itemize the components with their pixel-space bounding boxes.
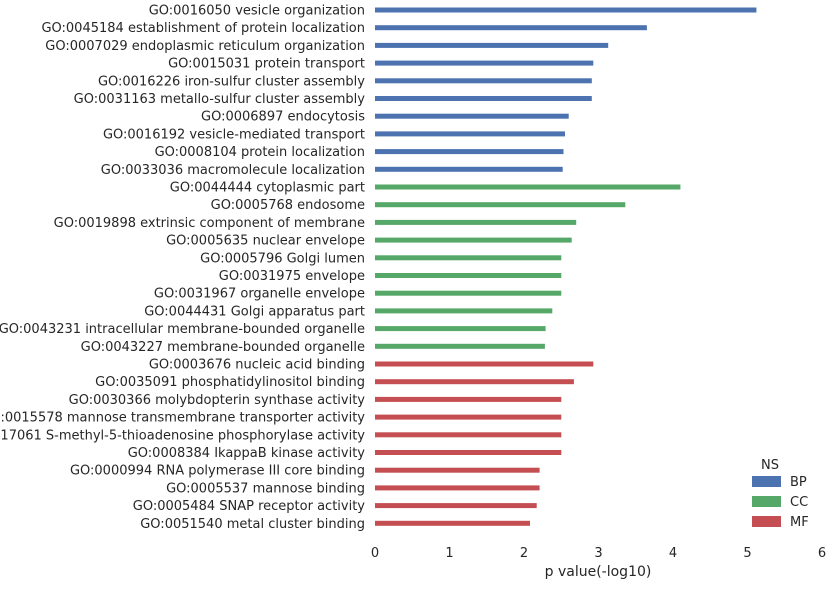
bar-cc	[375, 326, 546, 332]
category-label: GO:0044431 Golgi apparatus part	[144, 304, 365, 319]
bar-bp	[375, 113, 569, 119]
bar-bp	[375, 78, 592, 84]
bar-cc	[375, 202, 626, 208]
category-label: GO:0016226 iron-sulfur cluster assembly	[98, 74, 365, 89]
legend: NS BP CC MF	[752, 458, 809, 530]
bar-mf	[375, 520, 530, 526]
legend-title: NS	[761, 458, 779, 473]
bar-mf	[375, 396, 562, 402]
category-label: GO:0016192 vesicle-mediated transport	[103, 127, 365, 142]
category-label: GO:0005537 mannose binding	[166, 481, 365, 496]
category-label: GO:0033036 macromolecule localization	[101, 163, 365, 178]
category-label: GO:0035091 phosphatidylinositol binding	[95, 375, 365, 390]
category-labels: GO:0016050 vesicle organization GO:004518…	[0, 4, 365, 532]
bar-bp	[375, 60, 594, 66]
bar-bp	[375, 166, 563, 172]
bar-cc	[375, 184, 681, 190]
bar-bp	[375, 42, 609, 48]
category-label: GO:0045184 establishment of protein loca…	[41, 21, 365, 36]
category-label: GO:0003676 nucleic acid binding	[149, 358, 365, 373]
bar-mf	[375, 414, 562, 420]
bar-mf	[375, 503, 537, 509]
bar-bp	[375, 149, 564, 155]
category-label: GO:0043227 membrane-bounded organelle	[81, 340, 365, 355]
category-label: GO:0015578 mannose transmembrane transpo…	[0, 411, 365, 426]
bar-cc	[375, 308, 553, 314]
bar-bp	[375, 7, 757, 13]
x-tick-label: 1	[445, 546, 453, 561]
x-tick-label: 6	[818, 546, 826, 561]
bars-layer	[375, 7, 757, 526]
legend-label-bp: BP	[790, 475, 807, 490]
bar-bp	[375, 25, 647, 31]
bar-cc	[375, 290, 562, 296]
bar-mf	[375, 379, 574, 385]
category-label: GO:0031163 metallo-sulfur cluster assemb…	[74, 92, 366, 107]
x-tick-label: 0	[371, 546, 379, 561]
category-label: GO:0000994 RNA polymerase III core bindi…	[70, 464, 365, 479]
bar-mf	[375, 361, 594, 367]
category-label: GO:0006897 endocytosis	[201, 110, 365, 125]
x-tick-label: 3	[594, 546, 602, 561]
bar-bp	[375, 96, 592, 101]
category-label: GO:0051540 metal cluster binding	[140, 517, 365, 532]
x-tick-label: 2	[520, 546, 528, 561]
category-label: GO:0031967 organelle envelope	[154, 287, 365, 302]
category-label: GO:0030366 molybdopterin synthase activi…	[69, 393, 366, 408]
legend-swatch-cc	[752, 496, 781, 507]
x-axis-label: p value(-log10)	[545, 564, 652, 580]
x-axis-ticks: 0 1 2 3 4 5 6	[371, 546, 826, 561]
bar-cc	[375, 237, 572, 243]
category-label: GO:0044444 cytoplasmic part	[170, 181, 365, 196]
legend-label-mf: MF	[790, 515, 809, 530]
bar-cc	[375, 343, 545, 349]
bar-mf	[375, 467, 540, 473]
bar-cc	[375, 219, 577, 225]
legend-swatch-mf	[752, 516, 781, 527]
bar-cc	[375, 273, 562, 278]
category-label: GO:0008104 protein localization	[155, 145, 365, 160]
category-label: GO:0005796 Golgi lumen	[200, 251, 365, 266]
category-label: GO:0043231 intracellular membrane-bounde…	[0, 322, 365, 337]
category-label: GO:0017061 S-methyl-5-thioadenosine phos…	[0, 428, 365, 443]
legend-label-cc: CC	[790, 495, 808, 510]
category-label: GO:0005768 endosome	[211, 198, 365, 213]
x-tick-label: 4	[669, 546, 677, 561]
bar-cc	[375, 255, 562, 261]
category-label: GO:0005484 SNAP receptor activity	[133, 499, 366, 514]
category-label: GO:0031975 envelope	[219, 269, 365, 284]
category-label: GO:0016050 vesicle organization	[149, 4, 365, 19]
bar-mf	[375, 450, 562, 455]
category-label: GO:0007029 endoplasmic reticulum organiz…	[45, 39, 365, 54]
x-tick-label: 5	[743, 546, 751, 561]
bar-mf	[375, 432, 562, 438]
bar-mf	[375, 485, 540, 491]
category-label: GO:0008384 IkappaB kinase activity	[128, 446, 366, 461]
category-label: GO:0005635 nuclear envelope	[166, 234, 365, 249]
bar-bp	[375, 131, 565, 137]
category-label: GO:0019898 extrinsic component of membra…	[54, 216, 365, 231]
category-label: GO:0015031 protein transport	[168, 57, 365, 72]
legend-swatch-bp	[752, 476, 781, 487]
